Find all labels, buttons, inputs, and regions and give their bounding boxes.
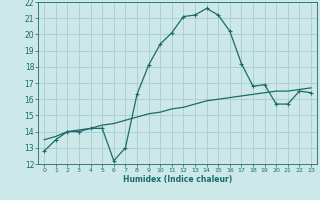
X-axis label: Humidex (Indice chaleur): Humidex (Indice chaleur) bbox=[123, 175, 232, 184]
